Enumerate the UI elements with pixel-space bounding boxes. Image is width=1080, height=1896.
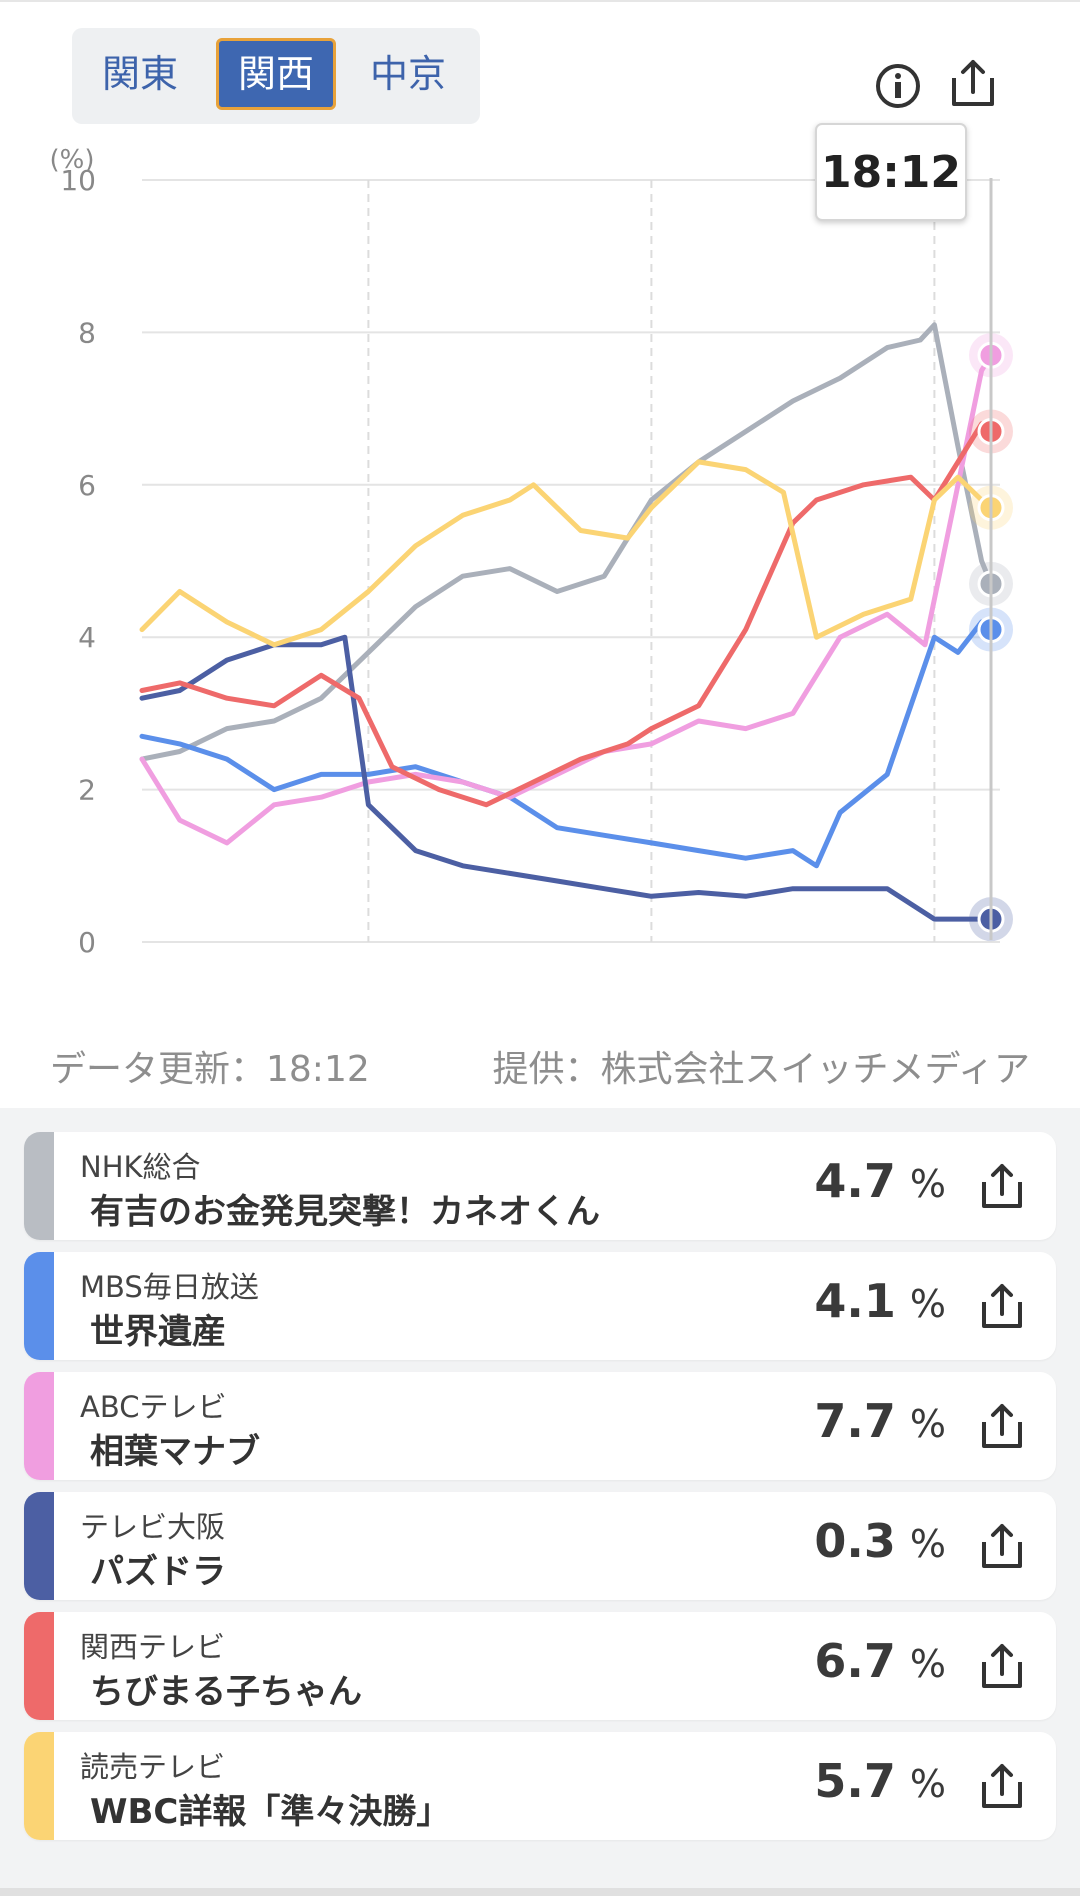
x-tick-label: 17:00 xyxy=(611,978,692,980)
y-tick-label: 0 xyxy=(78,926,96,959)
share-icon[interactable] xyxy=(978,1282,1026,1330)
rating-unit: % xyxy=(909,1762,946,1806)
rating-value: 4.1 xyxy=(814,1274,896,1328)
rating-value-group: 6.7% xyxy=(814,1634,946,1688)
series-line-1 xyxy=(139,619,994,869)
rating-value-group: 4.7% xyxy=(814,1154,946,1208)
program-title: 有吉のお金発見突撃！カネオくん xyxy=(90,1192,600,1232)
tab-chukyo[interactable]: 中京 xyxy=(369,52,446,96)
channel-card[interactable]: 関西テレビちびまる子ちゃん 6.7% xyxy=(24,1612,1056,1720)
channel-card[interactable]: MBS毎日放送世界遺産 4.1% xyxy=(24,1252,1056,1360)
program-title: 相葉マナブ xyxy=(90,1432,260,1472)
channel-color-bar xyxy=(24,1252,54,1360)
y-tick-label: 10 xyxy=(60,164,96,197)
channel-color-bar xyxy=(24,1492,54,1600)
tab-kansai[interactable]: 関西 xyxy=(216,38,336,110)
channel-name: ABCテレビ xyxy=(80,1390,227,1424)
region-tabs: 関東 関西 中京 xyxy=(72,28,480,124)
channel-color-bar xyxy=(24,1132,54,1240)
channel-card[interactable]: 読売テレビ WBC詳報「準々決勝」 5.7% xyxy=(24,1732,1056,1840)
rating-value: 6.7 xyxy=(814,1634,896,1688)
info-icon[interactable] xyxy=(874,62,922,110)
program-title: WBC詳報「準々決勝」 xyxy=(90,1792,451,1832)
data-updated: データ更新：18:12 xyxy=(50,1049,370,1090)
channel-color-bar xyxy=(24,1732,54,1840)
share-icon[interactable] xyxy=(978,1402,1026,1450)
share-icon[interactable] xyxy=(978,1522,1026,1570)
series-line-0 xyxy=(139,322,994,762)
channel-name: NHK総合 xyxy=(80,1150,201,1184)
rating-unit: % xyxy=(909,1402,946,1446)
share-icon[interactable] xyxy=(946,56,1000,110)
rating-value: 4.7 xyxy=(814,1154,896,1208)
channel-name: 関西テレビ xyxy=(80,1630,226,1664)
rating-unit: % xyxy=(909,1642,946,1686)
channel-card[interactable]: テレビ大阪パズドラ 0.3% xyxy=(24,1492,1056,1600)
share-icon[interactable] xyxy=(978,1162,1026,1210)
series-line-2 xyxy=(139,352,994,846)
rating-value-group: 7.7% xyxy=(814,1394,946,1448)
rating-unit: % xyxy=(909,1522,946,1566)
y-tick-label: 6 xyxy=(78,469,96,502)
series-line-4 xyxy=(139,421,994,808)
program-title: パズドラ xyxy=(90,1552,226,1592)
channel-name: 読売テレビ xyxy=(80,1750,226,1784)
rating-value: 0.3 xyxy=(814,1514,896,1568)
series-line-3 xyxy=(139,634,994,922)
program-title: 世界遺産 xyxy=(90,1312,226,1352)
rating-value: 7.7 xyxy=(814,1394,896,1448)
channel-color-bar xyxy=(24,1612,54,1720)
tab-kanto[interactable]: 関東 xyxy=(101,52,178,96)
program-title: ちびまる子ちゃん xyxy=(90,1672,362,1712)
series-line-5 xyxy=(139,459,994,648)
top-border xyxy=(0,0,1080,2)
y-tick-label: 2 xyxy=(78,774,96,807)
rating-unit: % xyxy=(909,1282,946,1326)
y-tick-label: 4 xyxy=(78,621,96,654)
y-tick-label: 8 xyxy=(78,316,96,349)
ratings-chart: (%) 0 2 4 6 8 10 16:00 17:00 18:00 18:12 xyxy=(50,123,1013,980)
bottom-bar xyxy=(0,1888,1080,1896)
rating-value-group: 0.3% xyxy=(814,1514,946,1568)
channel-name: MBS毎日放送 xyxy=(80,1270,259,1304)
channel-card[interactable]: ABCテレビ相葉マナブ 7.7% xyxy=(24,1372,1056,1480)
rating-value-group: 5.7% xyxy=(814,1754,946,1808)
rating-value: 5.7 xyxy=(814,1754,896,1808)
share-icon[interactable] xyxy=(978,1642,1026,1690)
rating-unit: % xyxy=(909,1162,946,1206)
x-tick-label: 18:00 xyxy=(894,978,975,980)
time-tooltip xyxy=(815,123,967,221)
data-provider: 提供：株式会社スイッチメディア xyxy=(492,1049,1030,1090)
rating-value-group: 4.1% xyxy=(814,1274,946,1328)
time-tooltip-text: 18:12 xyxy=(821,147,961,198)
y-axis-unit: (%) xyxy=(50,145,95,175)
channel-card[interactable]: NHK総合有吉のお金発見突撃！カネオくん 4.7% xyxy=(24,1132,1056,1240)
channel-name: テレビ大阪 xyxy=(80,1510,226,1544)
x-tick-label: 16:00 xyxy=(328,978,409,980)
channel-color-bar xyxy=(24,1372,54,1480)
channel-list: NHK総合 有吉のお金発見突撃！カネオくん 4.7% MBS毎日放送 世界遺産 4.1% A… xyxy=(0,1108,1080,1896)
share-icon[interactable] xyxy=(978,1762,1026,1810)
